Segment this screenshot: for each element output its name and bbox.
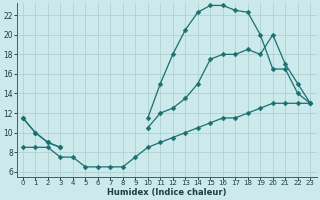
X-axis label: Humidex (Indice chaleur): Humidex (Indice chaleur): [107, 188, 226, 197]
